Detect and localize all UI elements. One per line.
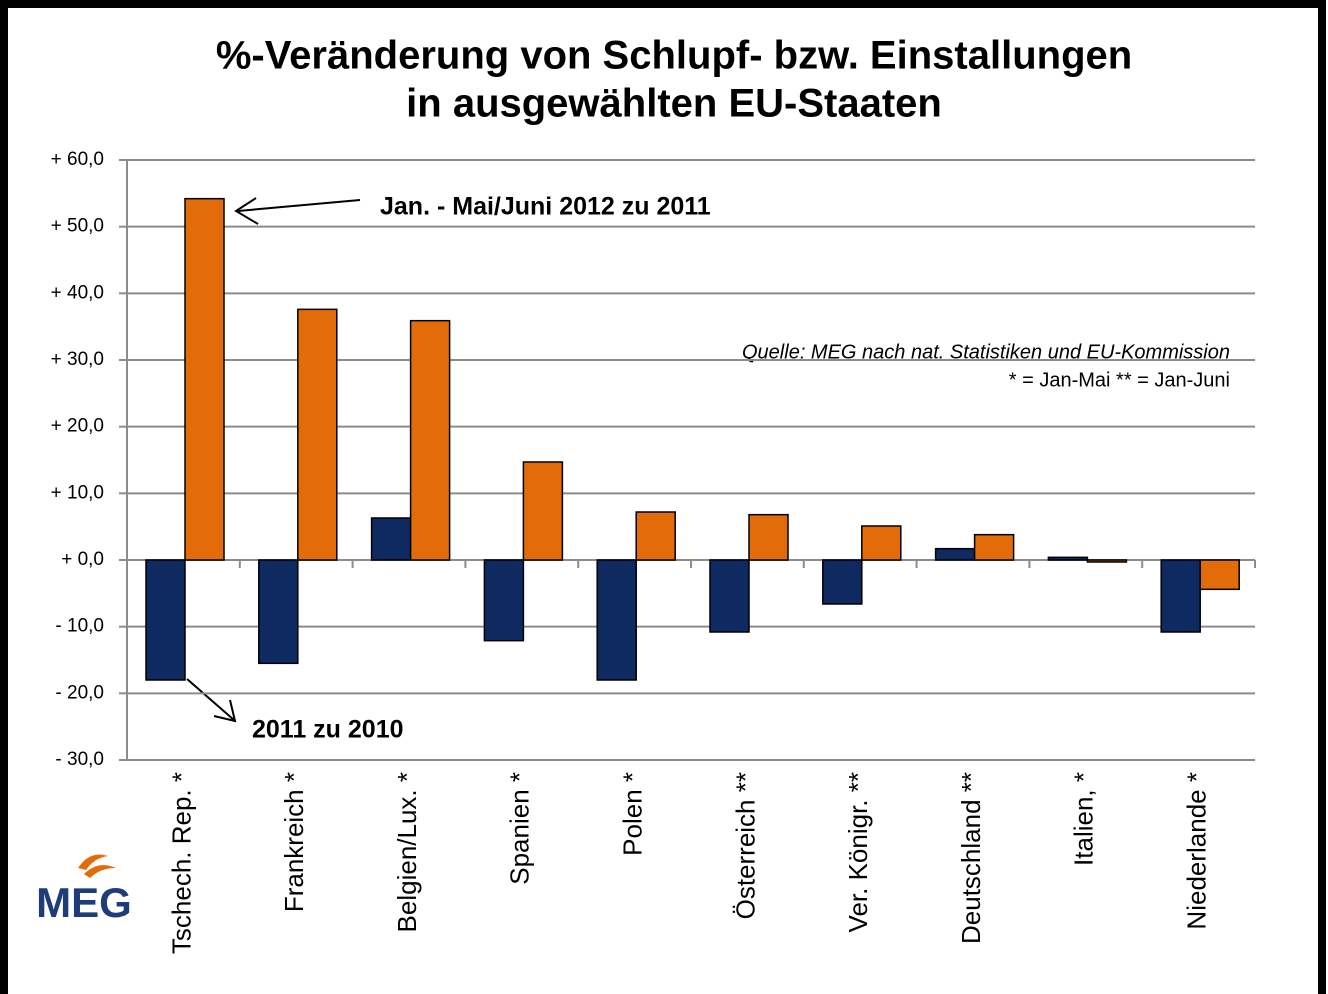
- bar: [370, 517, 412, 561]
- y-tick-label: + 10,0: [51, 482, 104, 503]
- bar: [861, 525, 902, 561]
- bar: [483, 559, 525, 642]
- y-tick-label: + 20,0: [51, 416, 104, 437]
- x-tick-label: Frankreich *: [279, 772, 309, 912]
- logo-mark: [78, 854, 116, 878]
- bar: [973, 533, 1015, 561]
- x-tick-label: Niederlande *: [1181, 772, 1211, 930]
- arrow-head: [234, 197, 259, 225]
- y-tick-label: + 50,0: [51, 216, 104, 237]
- bar: [822, 559, 863, 605]
- arrow: [237, 199, 361, 212]
- bar: [184, 197, 225, 561]
- y-tick-label: + 60,0: [51, 149, 104, 170]
- bar: [258, 559, 299, 665]
- bar: [748, 513, 789, 561]
- y-tick-label: - 20,0: [55, 682, 104, 703]
- bar: [145, 559, 186, 681]
- bar: [1086, 559, 1128, 563]
- y-tick-label: + 30,0: [51, 349, 104, 370]
- logo: MEG: [36, 854, 132, 926]
- source-note: * = Jan-Mai ** = Jan-Juni: [1009, 369, 1230, 391]
- y-tick-label: - 10,0: [55, 616, 104, 637]
- bar: [1160, 559, 1201, 633]
- x-tick-label: Belgien/Lux. *: [392, 772, 422, 932]
- x-tick-label: Tschech. Rep. *: [166, 772, 196, 954]
- x-tick-label: Spanien *: [505, 772, 535, 885]
- x-tick-label: Ver. Königr. **: [843, 772, 873, 932]
- chart-subtitle: in ausgewählten EU-Staaten: [406, 82, 942, 126]
- y-tick-label: - 30,0: [55, 749, 104, 770]
- source-note: Quelle: MEG nach nat. Statistiken und EU…: [742, 341, 1230, 363]
- x-tick-label: Polen *: [617, 772, 647, 856]
- bar: [635, 511, 676, 561]
- bar: [297, 308, 338, 561]
- series-annotation: Jan. - Mai/Juni 2012 zu 2011: [380, 193, 711, 221]
- y-tick-label: + 0,0: [61, 549, 104, 570]
- chart-title: %-Veränderung von Schlupf- bzw. Einstall…: [216, 34, 1132, 78]
- bar: [1047, 556, 1089, 561]
- y-tick-label: + 40,0: [51, 282, 104, 303]
- bar: [409, 319, 451, 561]
- arrow: [186, 678, 235, 721]
- x-tick-label: Deutschland **: [956, 772, 986, 944]
- bar: [934, 547, 976, 561]
- bar: [596, 559, 637, 681]
- series-annotation: 2011 zu 2010: [252, 716, 404, 744]
- bar: [522, 461, 564, 561]
- bar: [709, 559, 750, 633]
- x-tick-label: Italien, *: [1069, 772, 1099, 866]
- x-tick-label: Österreich **: [730, 772, 760, 919]
- bar: [1199, 559, 1240, 591]
- arrow-head: [213, 699, 237, 723]
- logo-text: MEG: [36, 879, 132, 926]
